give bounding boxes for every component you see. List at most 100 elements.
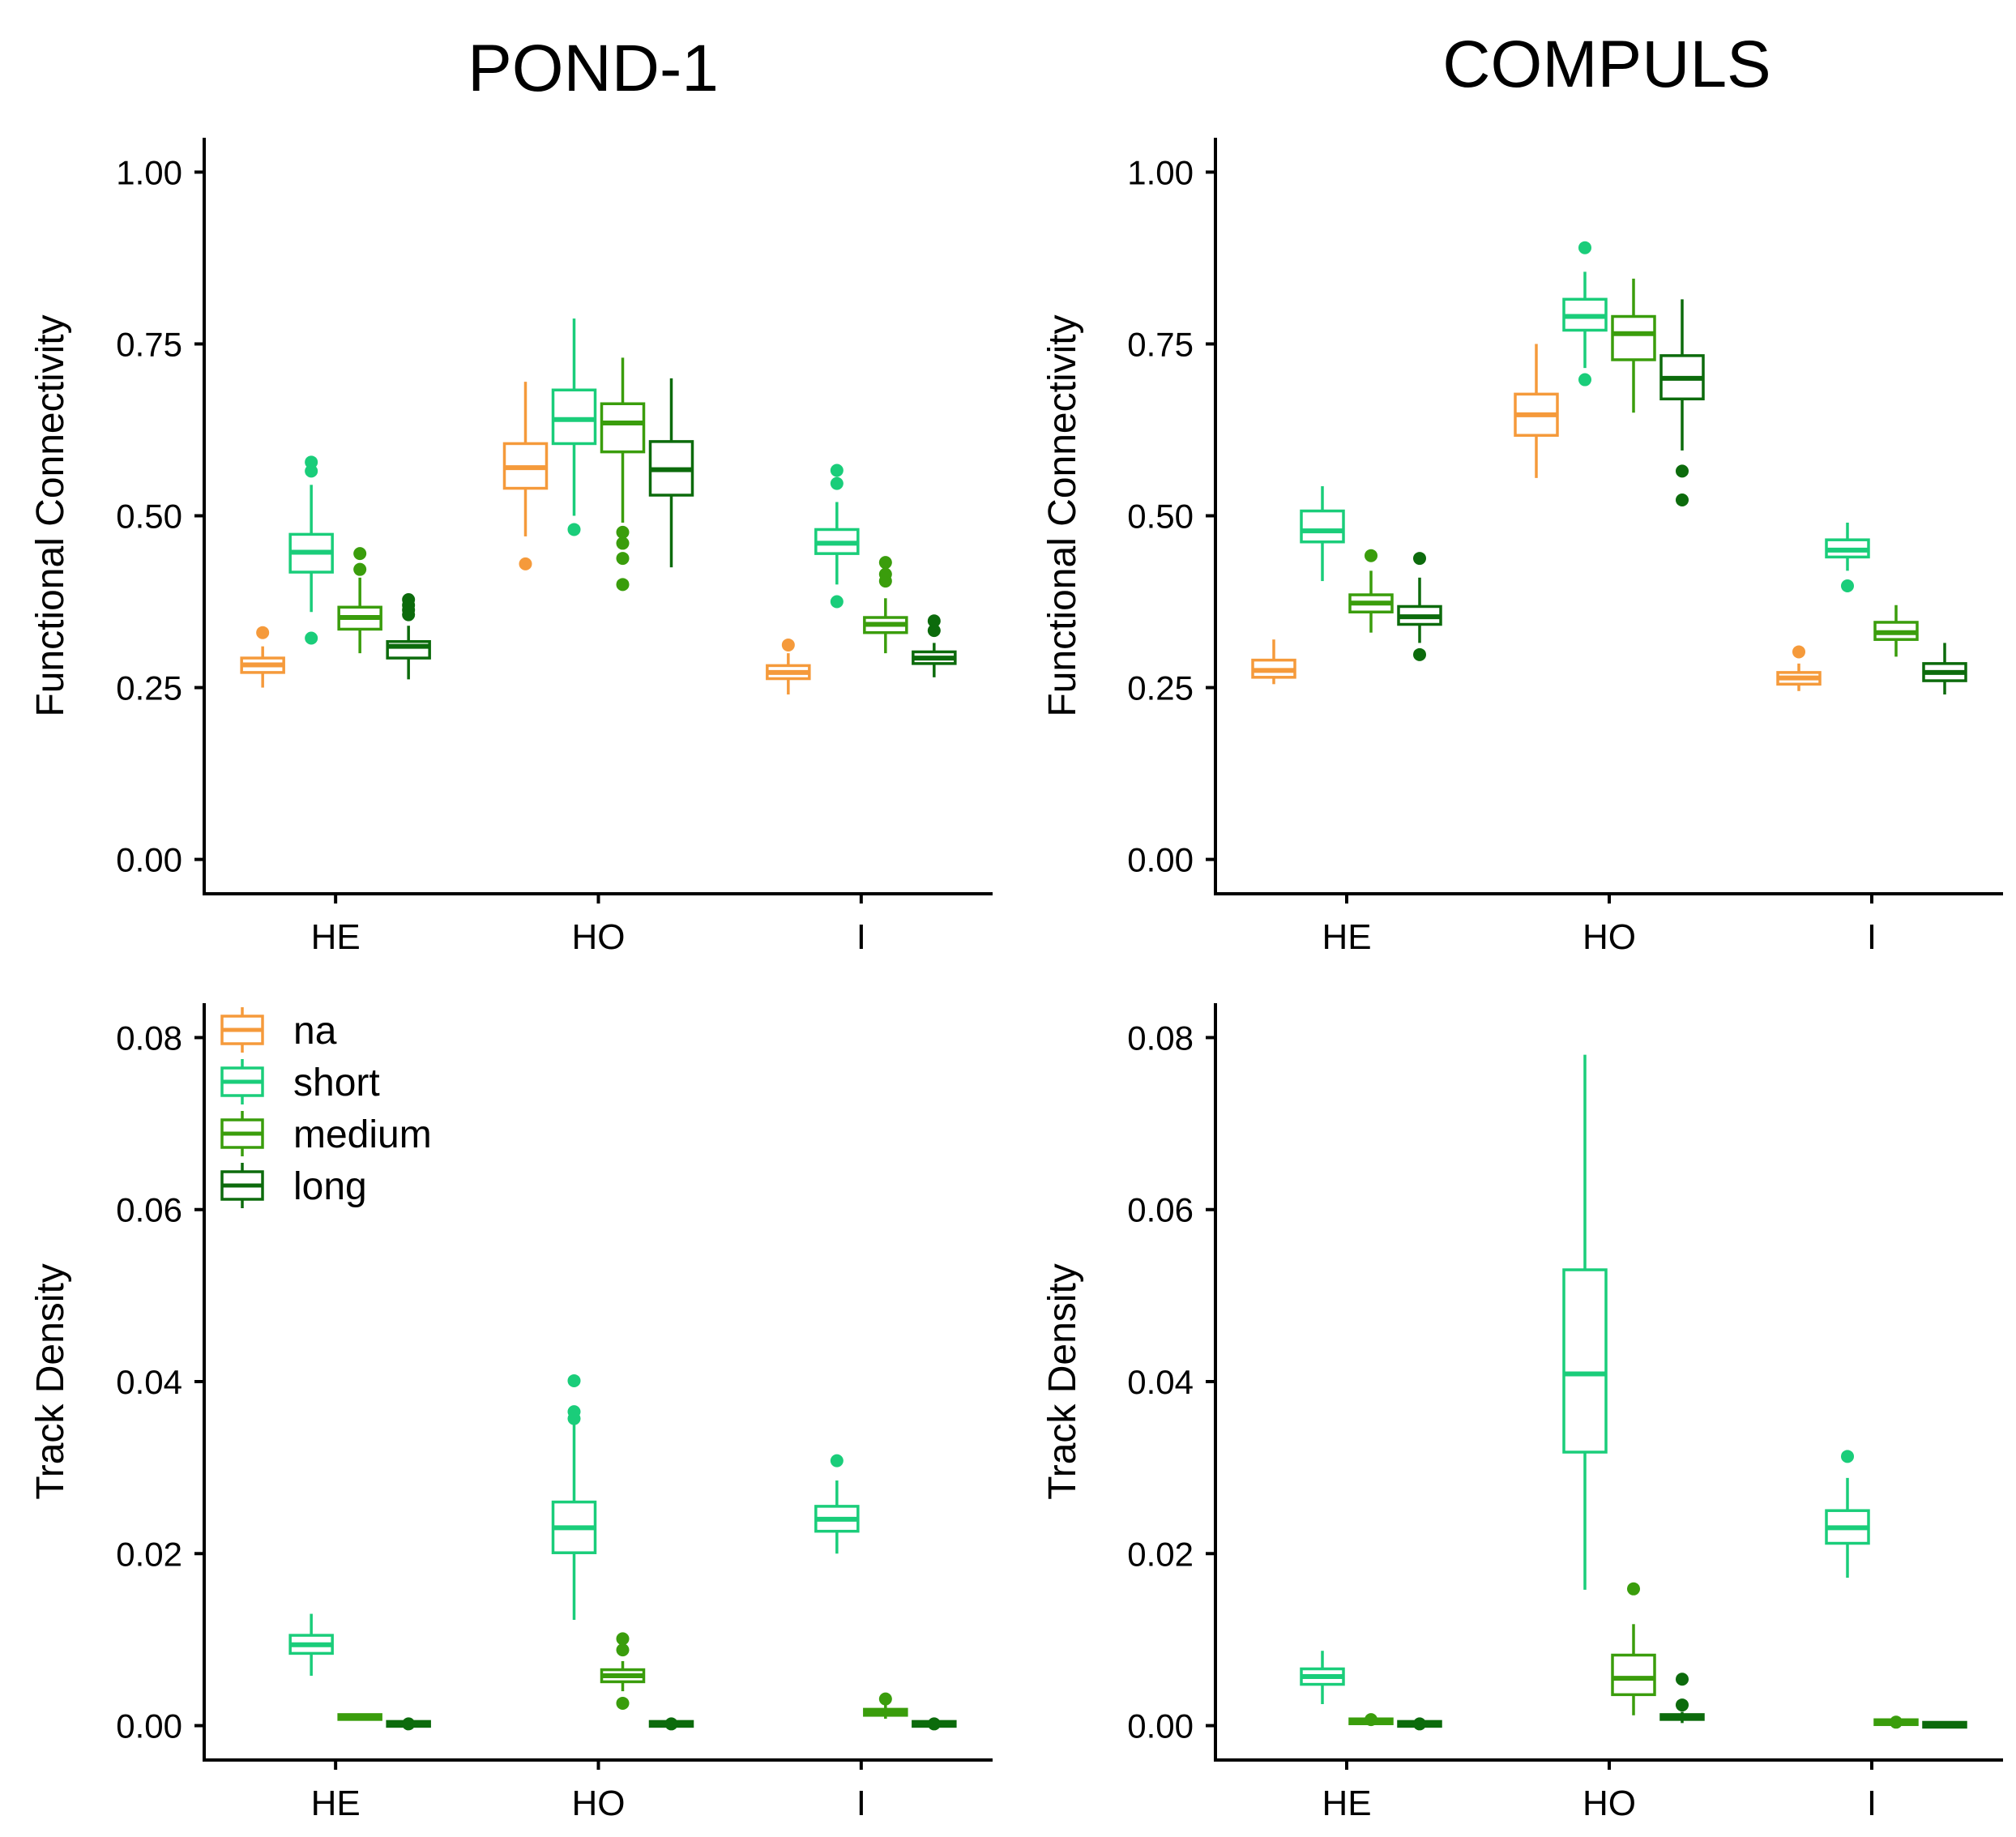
y-tick-label: 0.00 xyxy=(1127,841,1194,879)
box-short-ho xyxy=(551,1373,597,1620)
outlier-point xyxy=(402,592,416,606)
box-na-ho xyxy=(502,382,549,570)
outlier-point xyxy=(664,1717,678,1731)
outlier-point xyxy=(567,1405,581,1419)
y-tick-label: 0.50 xyxy=(116,498,182,536)
y-axis-label: Functional Connectivity xyxy=(1041,314,1084,716)
y-tick-label: 1.00 xyxy=(116,153,182,191)
legend-entry-short: short xyxy=(220,1059,380,1104)
x-tick-label-i: I xyxy=(1867,1784,1877,1823)
panel-pond1-functional-connectivity: 0.00 0.25 0.50 0.75 1.00 HE HO I Functional Conn… xyxy=(29,138,993,957)
y-tick-label: 0.08 xyxy=(1127,1019,1194,1057)
box-medium-he xyxy=(1348,1713,1394,1727)
outlier-point xyxy=(830,476,844,490)
x-tick-label-ho: HO xyxy=(1582,917,1636,957)
box-short-ho xyxy=(551,318,597,536)
outlier-point xyxy=(353,562,367,576)
box-long-i xyxy=(1922,1720,1967,1729)
y-axis-label: Track Density xyxy=(1041,1263,1084,1500)
outlier-point xyxy=(830,1454,844,1467)
box-na-he xyxy=(240,626,285,688)
outlier-point xyxy=(1627,1582,1640,1596)
legend-label: short xyxy=(293,1062,380,1104)
outlier-point xyxy=(305,631,318,645)
column-title-compuls: COMPULS xyxy=(1442,28,1771,101)
outlier-point xyxy=(1792,645,1805,659)
legend-label: long xyxy=(293,1165,367,1208)
box-medium-i xyxy=(1873,1715,1919,1729)
box-short-he xyxy=(288,1613,334,1676)
x-tick-label-ho: HO xyxy=(1582,1784,1636,1823)
outlier-point xyxy=(305,464,318,478)
x-tick-label-he: HE xyxy=(311,1784,361,1823)
box-short-ho xyxy=(1562,1054,1608,1590)
outlier-point xyxy=(1676,1673,1689,1686)
outlier-point xyxy=(567,1373,581,1387)
outlier-point xyxy=(616,1696,630,1710)
outlier-point xyxy=(616,525,630,539)
box-long-i xyxy=(912,1717,957,1731)
box-short-he xyxy=(288,455,334,645)
outlier-point xyxy=(567,523,581,536)
box-short-i xyxy=(814,464,860,609)
y-tick-label: 0.00 xyxy=(1127,1707,1194,1745)
outlier-point xyxy=(519,557,532,570)
box-medium-i xyxy=(1873,605,1919,657)
y-tick-label: 0.06 xyxy=(1127,1191,1194,1229)
outlier-point xyxy=(616,578,630,592)
box-medium-he xyxy=(1348,549,1394,633)
panel-compuls-functional-connectivity: 0.00 0.25 0.50 0.75 1.00 HE HO I Functional Conn… xyxy=(1041,138,2003,957)
outlier-point xyxy=(830,595,844,609)
box-long-ho xyxy=(1659,1673,1705,1724)
outlier-point xyxy=(353,547,367,561)
box-medium-he xyxy=(337,547,382,654)
box-short-i xyxy=(814,1454,860,1554)
y-tick-label: 0.06 xyxy=(116,1191,182,1229)
box-short-i xyxy=(1825,522,1870,593)
box-long-ho xyxy=(648,1717,694,1731)
y-tick-label: 0.00 xyxy=(116,1707,182,1745)
box-na-ho xyxy=(1514,344,1559,478)
box-body xyxy=(600,402,646,454)
box-short-i xyxy=(1825,1450,1870,1578)
x-tick-label-he: HE xyxy=(1322,1784,1371,1823)
box-long-i xyxy=(912,614,957,677)
box-long-he xyxy=(1397,552,1442,661)
y-axis-label: Track Density xyxy=(29,1263,72,1500)
y-tick-label: 0.02 xyxy=(116,1535,182,1573)
x-tick-label-i: I xyxy=(1867,917,1877,957)
outlier-point xyxy=(616,1632,630,1646)
box-na-i xyxy=(1776,645,1822,691)
outlier-point xyxy=(616,1643,630,1657)
box-body xyxy=(1562,1268,1608,1454)
y-tick-label: 0.04 xyxy=(116,1363,182,1401)
box-medium-ho xyxy=(600,1632,646,1710)
outlier-point xyxy=(878,556,892,570)
outlier-point xyxy=(256,626,270,639)
outlier-point xyxy=(1413,647,1426,661)
outlier-point xyxy=(1890,1715,1903,1729)
x-tick-label-i: I xyxy=(856,917,866,957)
outlier-point xyxy=(1676,464,1689,478)
outlier-point xyxy=(927,614,941,628)
outlier-point xyxy=(402,1717,416,1731)
outlier-point xyxy=(781,638,795,651)
box-na-i xyxy=(766,638,811,695)
y-tick-label: 1.00 xyxy=(1127,153,1194,191)
y-tick-label: 0.25 xyxy=(116,669,182,707)
box-body xyxy=(1300,509,1345,544)
box-short-he xyxy=(1300,486,1345,582)
outlier-point xyxy=(1365,1713,1377,1727)
outlier-point xyxy=(1676,1698,1689,1712)
box-long-i xyxy=(1922,643,1967,695)
box-long-ho xyxy=(648,378,694,568)
box-medium-ho xyxy=(600,357,646,592)
outlier-point xyxy=(927,624,941,638)
y-tick-label: 0.04 xyxy=(1127,1363,1194,1401)
x-tick-label-ho: HO xyxy=(572,1784,626,1823)
outlier-point xyxy=(616,536,630,550)
outlier-point xyxy=(1413,552,1426,566)
y-tick-label: 0.25 xyxy=(1127,669,1194,707)
box-medium-ho xyxy=(1611,1582,1656,1715)
